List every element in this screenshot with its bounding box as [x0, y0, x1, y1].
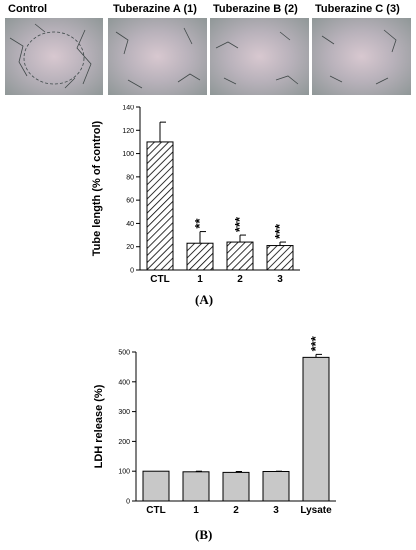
ldh-release-chart: 0 100 200 300 400 500 LDH release (%) CTL 1 2 3 Lys… — [93, 335, 336, 516]
panel-title-tuberazine-c: Tuberazine C (3) — [315, 3, 400, 15]
panel-title-control: Control — [8, 3, 48, 15]
y-tick-label: 40 — [126, 221, 134, 228]
y-axis-label: Tube length (% of control) — [91, 120, 103, 256]
y-tick-label: 120 — [122, 128, 134, 135]
bar-ctl — [146, 141, 174, 271]
y-tick-label: 400 — [118, 379, 130, 386]
significance-marker: *** — [232, 216, 247, 232]
y-axis-label: LDH release (%) — [93, 384, 105, 468]
x-tick-label: 3 — [277, 274, 283, 285]
y-tick-label: 60 — [126, 198, 134, 205]
bar-lysate — [302, 356, 330, 502]
bar-2 — [222, 471, 250, 502]
x-tick-label: 3 — [273, 505, 279, 516]
figure-label-a: (A) — [195, 292, 214, 307]
panel-title-tuberazine-b: Tuberazine B (2) — [213, 3, 298, 15]
panel-title-tuberazine-a: Tuberazine A (1) — [113, 3, 197, 15]
bar-1 — [186, 242, 214, 271]
x-tick-label: Lysate — [300, 505, 332, 516]
tube-length-chart: 0 20 40 60 80 100 120 140 Tube length (% of cont… — [91, 105, 300, 285]
y-tick-label: 500 — [118, 350, 130, 357]
y-tick-label: 300 — [118, 409, 130, 416]
y-tick-label: 80 — [126, 174, 134, 181]
y-tick-label: 20 — [126, 244, 134, 251]
figure-label-b: (B) — [195, 527, 213, 542]
micrograph-tuberazine-b — [210, 18, 309, 95]
micrograph-tuberazine-c — [312, 18, 411, 95]
bar-3 — [266, 245, 294, 271]
x-tick-label: CTL — [150, 274, 169, 285]
x-tick-label: 2 — [237, 274, 243, 285]
micrograph-tuberazine-a — [108, 18, 207, 95]
x-tick-label: 1 — [197, 274, 203, 285]
y-tick-label: 0 — [130, 268, 134, 275]
significance-marker: *** — [308, 335, 323, 351]
bar-1 — [182, 471, 210, 502]
x-tick-label: 1 — [193, 505, 199, 516]
significance-marker: *** — [272, 223, 287, 239]
x-tick-label: 2 — [233, 505, 239, 516]
y-tick-label: 0 — [126, 499, 130, 506]
y-tick-label: 200 — [118, 439, 130, 446]
bar-ctl — [142, 470, 170, 502]
significance-marker: ** — [192, 218, 207, 229]
y-tick-label: 100 — [122, 151, 134, 158]
bar-3 — [262, 470, 290, 502]
y-tick-label: 140 — [122, 105, 134, 112]
bar-2 — [226, 241, 254, 271]
x-tick-label: CTL — [146, 505, 165, 516]
y-tick-label: 100 — [118, 469, 130, 476]
micrograph-control — [5, 18, 103, 95]
